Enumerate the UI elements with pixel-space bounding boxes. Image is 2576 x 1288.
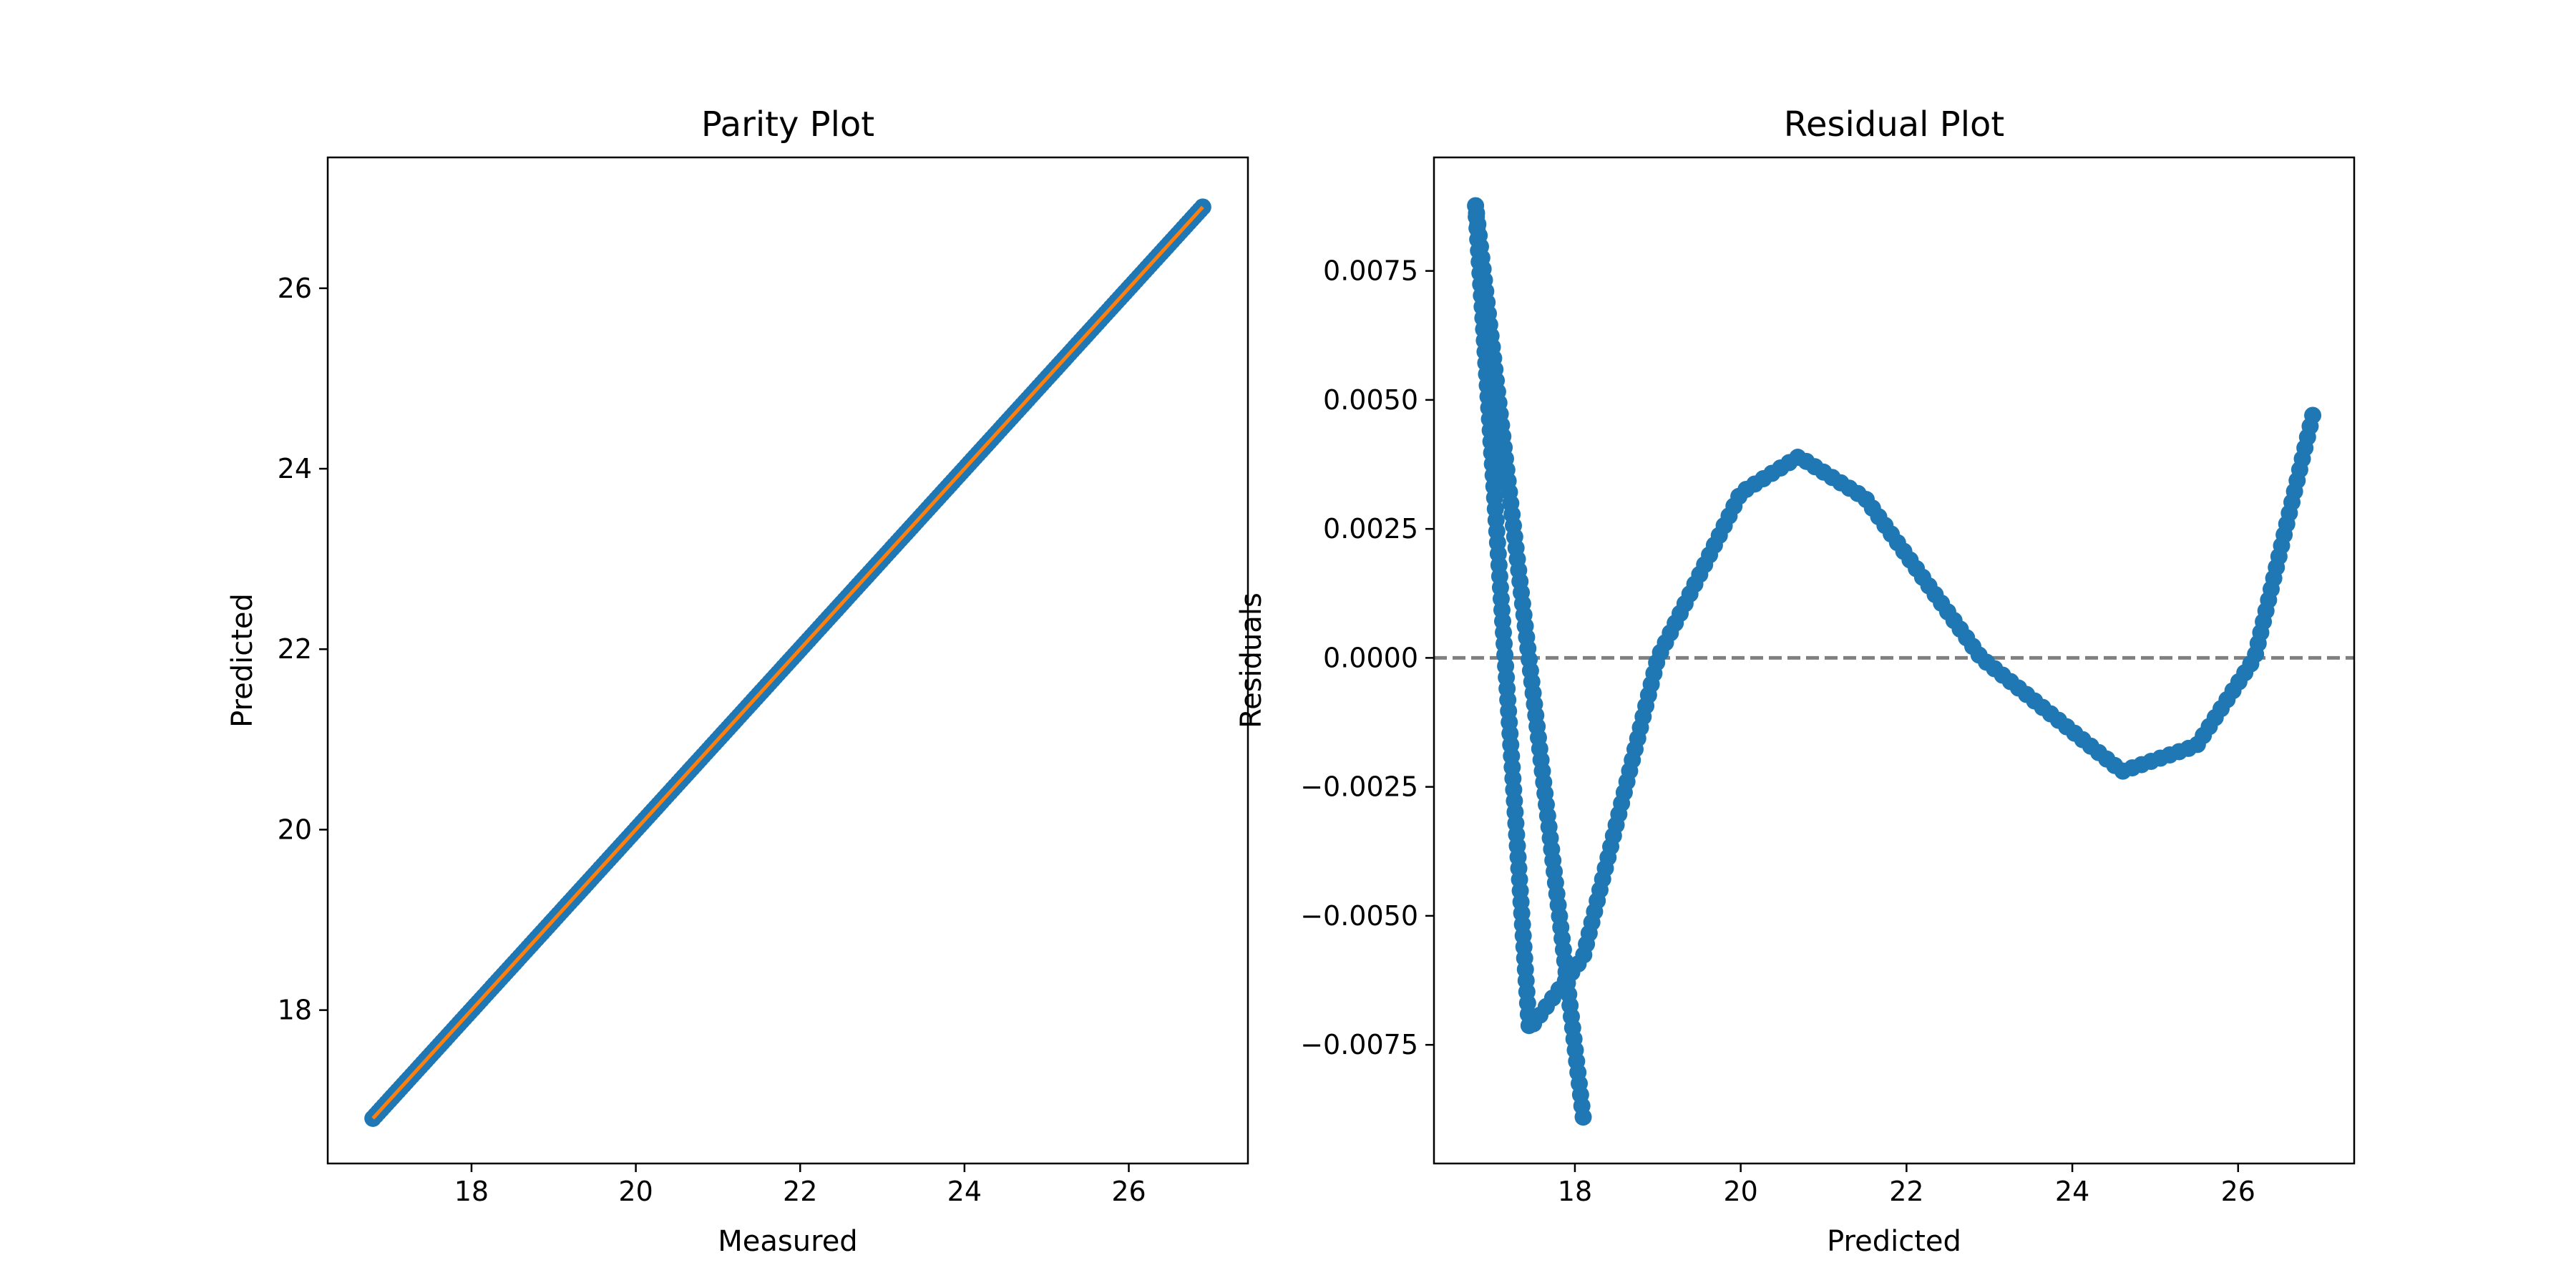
residual-plot-x-ticks: 18 20 22 24 26 <box>1558 1163 2255 1207</box>
parity-plot-title: Parity Plot <box>701 104 874 145</box>
residual-plot-frame <box>1433 156 2356 1165</box>
parity-plot-frame <box>326 156 1249 1165</box>
parity-plot-y-tick-label: 20 <box>278 814 312 845</box>
parity-plot-y-tick-label: 18 <box>278 995 312 1026</box>
parity-plot-x-axis-label: Measured <box>718 1225 857 1258</box>
residual-plot-title: Residual Plot <box>1784 104 2004 145</box>
residual-plot-y-tick-label: −0.0050 <box>1300 900 1418 932</box>
parity-plot-x-tick-label: 22 <box>783 1176 817 1207</box>
residual-plot-y-axis-label: Residuals <box>1235 592 1268 728</box>
parity-plot-marks <box>364 198 1211 1127</box>
residual-plot-y-tick-label: −0.0075 <box>1300 1029 1418 1060</box>
residual-plot-y-tick-label: 0.0000 <box>1323 642 1418 673</box>
residual-plot-x-tick-label: 24 <box>2055 1176 2089 1207</box>
residual-plot-y-ticks: −0.0075 −0.0050 −0.0025 0.0000 0.0025 0.0050 0… <box>1300 255 1434 1060</box>
parity-plot-x-tick-label: 20 <box>618 1176 653 1207</box>
parity-plot-y-tick-label: 22 <box>278 633 312 665</box>
parity-plot-x-tick-label: 18 <box>454 1176 489 1207</box>
residual-plot-y-tick-label: 0.0050 <box>1323 384 1418 416</box>
residual-plot-y-tick-label: 0.0025 <box>1323 513 1418 545</box>
residual-plot-x-tick-label: 26 <box>2221 1176 2255 1207</box>
residual-plot-y-tick-label: 0.0075 <box>1323 255 1418 287</box>
residual-plot-marks <box>1434 197 2354 1126</box>
parity-plot-x-tick-label: 26 <box>1111 1176 1146 1207</box>
residual-plot-panel: Residual Plot 18 20 22 24 26 −0.0075−0.0050−… <box>1235 104 2356 1258</box>
residual-plot-x-tick-label: 20 <box>1723 1176 1757 1207</box>
parity-plot-x-ticks: 18 20 22 24 26 <box>454 1163 1146 1207</box>
residual-scatter-point <box>2304 406 2322 424</box>
parity-fit-line <box>371 205 1204 1120</box>
parity-plot-y-ticks: 18 20 22 24 26 <box>278 273 328 1026</box>
residual-plot-y-tick-label: −0.0025 <box>1300 771 1418 803</box>
residual-plot-x-tick-label: 18 <box>1558 1176 1592 1207</box>
parity-plot-y-axis-label: Predicted <box>226 593 259 728</box>
parity-plot-y-tick-label: 26 <box>278 273 312 304</box>
parity-plot-y-tick-label: 24 <box>278 453 312 484</box>
parity-plot-x-tick-label: 24 <box>947 1176 982 1207</box>
residual-plot-x-axis-label: Predicted <box>1827 1225 1961 1258</box>
residual-plot-x-tick-label: 22 <box>1889 1176 1923 1207</box>
parity-plot-panel: Parity Plot 18 20 22 24 26 18 20 22 24 26 Measur… <box>226 104 1249 1258</box>
